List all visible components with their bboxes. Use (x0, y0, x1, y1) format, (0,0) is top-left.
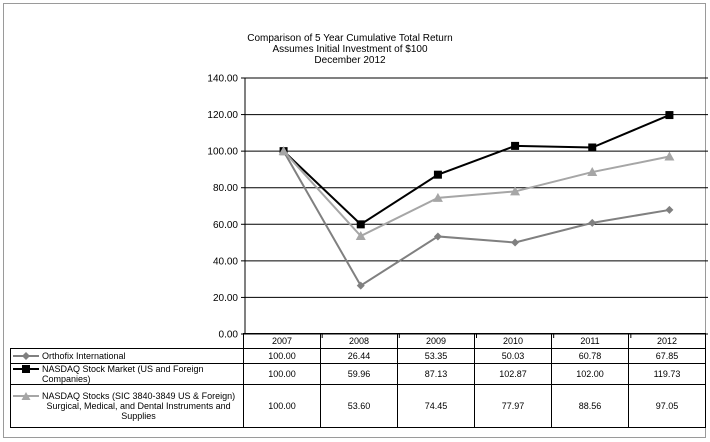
grid-layer (241, 77, 708, 338)
legend-entry-orthofix: Orthofix International (10, 348, 244, 364)
series-row-orthofix: Orthofix International 100.00 26.44 53.3… (10, 348, 706, 364)
data-point (511, 141, 520, 150)
series-line (282, 114, 670, 226)
data-point (433, 232, 442, 241)
data-point (664, 151, 675, 161)
y-tick-label: 120.00 (207, 110, 238, 121)
data-label: 102.87 (474, 363, 552, 385)
y-tick-label: 100.00 (207, 147, 238, 158)
data-label: 26.44 (320, 348, 398, 364)
data-point (356, 281, 365, 290)
category-label: 2012 (628, 333, 706, 349)
data-label: 102.00 (551, 363, 629, 385)
data-label: 60.78 (551, 348, 629, 364)
data-point (588, 218, 597, 227)
y-tick-label: 40.00 (213, 256, 238, 267)
legend-label-line: NASDAQ Stocks (SIC 3840-3849 US & Foreig… (42, 391, 236, 401)
data-label: 53.60 (320, 384, 398, 428)
data-label: 88.56 (551, 384, 629, 428)
category-header-row: 2007 2008 2009 2010 2011 2012 (10, 333, 706, 349)
data-point (278, 146, 289, 156)
y-axis-ticks: 0.0020.0040.0060.0080.00100.00120.00140.… (207, 74, 238, 341)
data-point (665, 111, 674, 120)
y-tick-label: 140.00 (207, 74, 238, 85)
legend-marker-triangle-icon (13, 392, 39, 400)
legend-label-line: Surgical, Medical, and Dental Instrument… (46, 401, 231, 411)
table-corner (10, 333, 244, 349)
series-row-nasdaq-market: NASDAQ Stock Market (US and Foreign Comp… (10, 363, 706, 385)
data-label: 100.00 (243, 363, 321, 385)
legend-label: NASDAQ Stock Market (US and Foreign Comp… (42, 364, 204, 384)
category-label: 2007 (243, 333, 321, 349)
category-label: 2009 (397, 333, 475, 349)
y-tick-label: 20.00 (213, 293, 238, 304)
series-row-nasdaq-sic: NASDAQ Stocks (SIC 3840-3849 US & Foreig… (10, 384, 706, 428)
data-label: 77.97 (474, 384, 552, 428)
y-tick-label: 60.00 (213, 220, 238, 231)
data-label: 119.73 (628, 363, 706, 385)
data-point (588, 143, 597, 152)
chart-title-line: Comparison of 5 Year Cumulative Total Re… (247, 33, 453, 44)
data-point (510, 186, 521, 196)
chart-title: Comparison of 5 Year Cumulative Total Re… (230, 33, 470, 66)
legend-label: NASDAQ Stocks (SIC 3840-3849 US & Foreig… (42, 391, 235, 421)
data-point (355, 230, 366, 240)
category-label: 2008 (320, 333, 398, 349)
legend-marker-square-icon (13, 365, 39, 373)
series-layer (278, 111, 675, 290)
data-label: 100.00 (243, 348, 321, 364)
data-point (433, 170, 442, 179)
chart-subtitle-line-1: Assumes Initial Investment of $100 (272, 44, 428, 55)
y-tick-label: 80.00 (213, 183, 238, 194)
series-2 (278, 146, 675, 240)
data-label: 53.35 (397, 348, 475, 364)
data-label: 97.05 (628, 384, 706, 428)
data-table: 2007 2008 2009 2010 2011 2012 Orthofix I… (10, 333, 706, 428)
data-label: 59.96 (320, 363, 398, 385)
legend-label-line: Supplies (121, 411, 156, 421)
data-label: 50.03 (474, 348, 552, 364)
data-label: 100.00 (243, 384, 321, 428)
legend-marker-diamond-icon (13, 352, 39, 360)
chart-frame (3, 3, 706, 438)
series-line (282, 150, 670, 238)
data-point (432, 192, 443, 202)
category-label: 2010 (474, 333, 552, 349)
series-line (282, 150, 670, 288)
data-point (587, 167, 598, 177)
legend-entry-nasdaq-sic: NASDAQ Stocks (SIC 3840-3849 US & Foreig… (10, 384, 244, 428)
chart-subtitle-line-2: December 2012 (314, 55, 386, 66)
data-label: 67.85 (628, 348, 706, 364)
data-point (511, 238, 520, 247)
legend-entry-nasdaq-market: NASDAQ Stock Market (US and Foreign Comp… (10, 363, 244, 385)
legend-label: Orthofix International (42, 351, 126, 361)
data-point (356, 220, 365, 229)
data-label: 87.13 (397, 363, 475, 385)
data-point (665, 205, 674, 214)
category-label: 2011 (551, 333, 629, 349)
data-label: 74.45 (397, 384, 475, 428)
